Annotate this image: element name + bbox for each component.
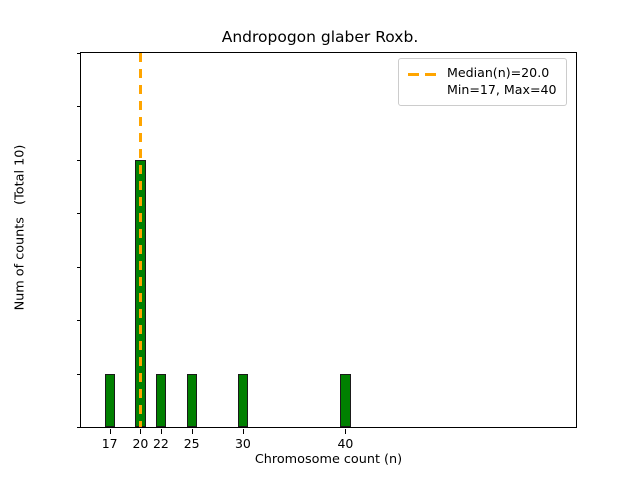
median-line-swatch-icon — [408, 68, 438, 81]
median-line — [139, 53, 142, 427]
x-axis-tick-label: 30 — [234, 436, 251, 451]
bar — [340, 373, 351, 427]
bars-layer — [81, 53, 576, 427]
y-axis-tick — [76, 53, 81, 55]
y-axis-tick — [76, 266, 81, 268]
y-axis-tick — [76, 320, 81, 322]
x-axis-label: Chromosome count (n) — [254, 452, 403, 467]
bar — [104, 373, 115, 427]
y-axis-tick — [76, 373, 81, 375]
bar — [237, 373, 249, 427]
bar — [155, 373, 167, 427]
y-axis-tick — [76, 106, 81, 108]
x-axis-tick-label: 22 — [152, 436, 169, 451]
plot-area: 01234567172022253040 — [76, 52, 577, 451]
x-axis-tick — [191, 429, 193, 434]
x-axis-tick-label: 20 — [132, 436, 149, 451]
x-axis-tick — [242, 429, 244, 434]
y-axis-tick — [76, 213, 81, 215]
chart-title: Andropogon glaber Roxb. — [221, 28, 419, 46]
x-axis-tick-label: 17 — [101, 436, 118, 451]
y-axis-label-wrapper: Num of counts (Total 10) — [0, 52, 40, 428]
x-axis-tick — [345, 429, 347, 434]
x-axis-tick — [109, 429, 111, 434]
y-axis-label: Num of counts (Total 10) — [12, 144, 28, 311]
x-axis-tick — [140, 429, 142, 434]
x-axis-tick-label: 25 — [183, 436, 200, 451]
x-axis-tick — [160, 429, 162, 434]
bar — [186, 373, 197, 427]
chart-legend: Median(n)=20.0 Min=17, Max=40 — [398, 58, 567, 107]
legend-label-minmax: Min=17, Max=40 — [447, 81, 557, 97]
legend-label-median: Median(n)=20.0 — [447, 65, 550, 80]
y-axis-tick — [76, 159, 81, 161]
x-axis-tick-label: 40 — [337, 436, 354, 451]
y-axis-tick — [76, 427, 81, 429]
